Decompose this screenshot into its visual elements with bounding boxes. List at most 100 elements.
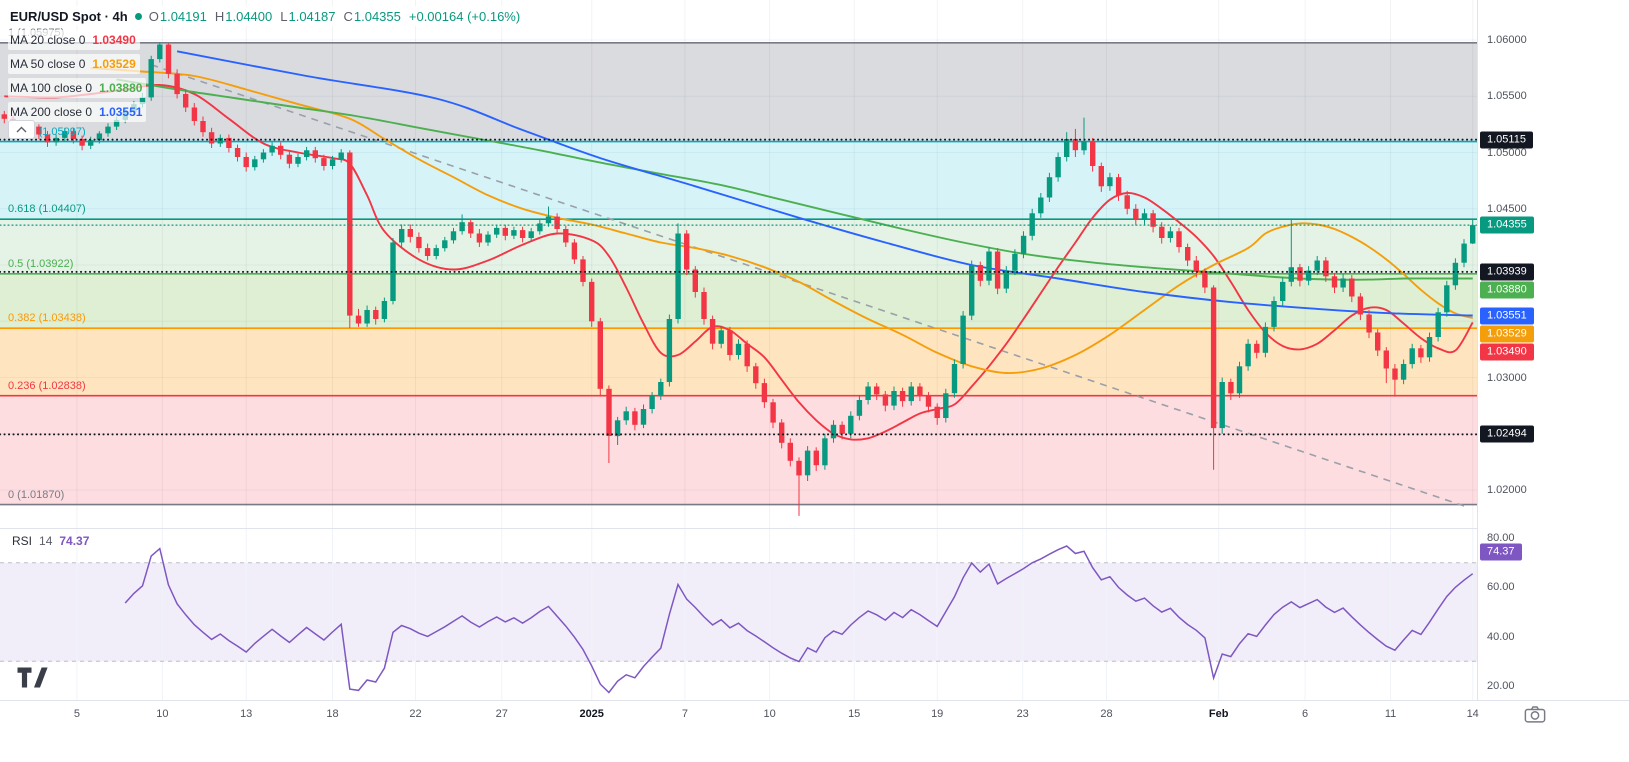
candle bbox=[157, 42, 163, 63]
price-chart-canvas bbox=[0, 0, 1477, 528]
open-label: O bbox=[148, 8, 159, 24]
rsi-line bbox=[124, 545, 1474, 694]
candle bbox=[105, 123, 111, 137]
candle bbox=[1150, 209, 1156, 233]
pane-separator[interactable] bbox=[0, 528, 1629, 529]
ma-100-value: 1.03880 bbox=[99, 81, 143, 95]
candle bbox=[571, 239, 578, 264]
legend-collapse-button[interactable] bbox=[8, 120, 35, 139]
candle bbox=[148, 55, 154, 101]
candle bbox=[329, 155, 336, 170]
candle bbox=[381, 297, 388, 323]
candle bbox=[1383, 347, 1389, 384]
fib-level-label: 0.382 (1.03438) bbox=[8, 312, 86, 325]
candle bbox=[1375, 329, 1381, 357]
candle bbox=[1280, 277, 1286, 306]
candle bbox=[217, 134, 223, 147]
rsi-tick-label: 40.00 bbox=[1487, 630, 1515, 643]
rsi-pane[interactable]: RSI 14 74.37 bbox=[0, 529, 1477, 700]
time-axis-label: 18 bbox=[326, 708, 339, 720]
tradingview-logo-icon bbox=[17, 667, 48, 688]
candle bbox=[882, 391, 889, 412]
time-axis-label: Feb bbox=[1208, 708, 1229, 720]
close-value: 1.04355 bbox=[353, 8, 401, 24]
candle bbox=[1202, 268, 1208, 294]
time-axis[interactable]: 5 10 13 18 22 27 2025 7 10 15 19 23 28 Feb 6 11 14 bbox=[0, 701, 1629, 762]
candle bbox=[476, 229, 483, 247]
snapshot-button[interactable] bbox=[1524, 705, 1546, 729]
ma-20-label[interactable]: MA 20 close 0 bbox=[10, 33, 86, 47]
candle bbox=[787, 438, 793, 467]
candle bbox=[502, 224, 508, 241]
candle bbox=[545, 206, 552, 227]
candle bbox=[450, 227, 457, 244]
symbol-row: EUR/USD Spot · 4h O 1.04191 H 1.04400 L 1.0… bbox=[8, 6, 525, 26]
price-axis-badge: 1.05115 bbox=[1480, 131, 1533, 149]
candle bbox=[1418, 344, 1424, 363]
candle bbox=[399, 224, 405, 247]
candle bbox=[1107, 172, 1113, 191]
candle bbox=[442, 236, 448, 252]
fib-level-label: 0.5 (1.03922) bbox=[8, 257, 74, 270]
candle bbox=[1098, 162, 1104, 192]
candle bbox=[1210, 285, 1217, 470]
candle bbox=[813, 447, 819, 471]
candle bbox=[1426, 332, 1433, 362]
candle bbox=[908, 382, 914, 406]
candle bbox=[666, 314, 673, 387]
time-axis-label: 22 bbox=[409, 708, 422, 720]
candle bbox=[822, 433, 828, 470]
price-tick-label: 1.02000 bbox=[1487, 484, 1527, 496]
candle bbox=[1245, 339, 1251, 371]
candle bbox=[856, 395, 863, 421]
candle bbox=[1461, 239, 1467, 268]
rsi-title[interactable]: RSI bbox=[12, 534, 33, 548]
fib-retracement-lines[interactable] bbox=[0, 41, 1477, 506]
tradingview-logo[interactable] bbox=[16, 664, 48, 696]
ma-50-line bbox=[90, 67, 1473, 374]
candle bbox=[1470, 220, 1476, 244]
rsi-tick-label: 80.00 bbox=[1487, 532, 1515, 544]
ma-200-label[interactable]: MA 200 close 0 bbox=[10, 105, 93, 119]
price-tick-label: 1.04500 bbox=[1487, 202, 1527, 215]
candle bbox=[200, 116, 206, 137]
open-value: 1.04191 bbox=[159, 8, 207, 24]
ma-50-label[interactable]: MA 50 close 0 bbox=[10, 57, 86, 71]
ma-100-line bbox=[116, 78, 1473, 281]
candle bbox=[744, 340, 750, 372]
time-axis-label: 7 bbox=[681, 708, 688, 720]
ma-100-label[interactable]: MA 100 close 0 bbox=[10, 81, 93, 95]
candle bbox=[735, 339, 742, 360]
chevron-up-icon bbox=[16, 126, 27, 133]
candle bbox=[286, 151, 293, 169]
price-pane[interactable]: 1 (1.05975)0.786 (1.05097)0.618 (1.04407… bbox=[0, 0, 1477, 528]
time-axis-separator[interactable] bbox=[0, 700, 1629, 701]
price-axis-badge: 1.03939 bbox=[1480, 263, 1534, 281]
candle bbox=[312, 146, 318, 163]
ma-20-row: MA 20 close 0 1.03490 bbox=[8, 30, 140, 50]
candle bbox=[969, 260, 975, 321]
trendline-dashed[interactable] bbox=[150, 63, 1469, 509]
candle bbox=[355, 308, 362, 327]
candle bbox=[1176, 227, 1182, 253]
ohlc-readout: O 1.04191 H 1.04400 L 1.04187 C 1.04355 +0.0… bbox=[149, 9, 520, 24]
candle bbox=[1409, 343, 1415, 369]
candle bbox=[528, 227, 534, 242]
candle bbox=[839, 421, 845, 440]
candle bbox=[1124, 190, 1130, 215]
candle bbox=[260, 149, 267, 163]
candle bbox=[865, 382, 871, 405]
candle bbox=[614, 416, 621, 445]
time-axis-label: 13 bbox=[240, 708, 253, 720]
time-axis-label: 5 bbox=[73, 708, 80, 720]
candle bbox=[321, 154, 327, 171]
candle bbox=[554, 213, 560, 234]
candle bbox=[779, 419, 785, 449]
symbol-title[interactable]: EUR/USD Spot · 4h bbox=[10, 8, 128, 24]
candle bbox=[519, 226, 526, 243]
ma-50-value: 1.03529 bbox=[92, 57, 136, 71]
price-axis[interactable]: 1.06000 1.05500 1.05000 1.04500 1.03000 1.020… bbox=[1477, 0, 1629, 700]
time-axis-label: 27 bbox=[495, 708, 508, 720]
candle bbox=[684, 230, 690, 276]
candle bbox=[191, 103, 198, 126]
